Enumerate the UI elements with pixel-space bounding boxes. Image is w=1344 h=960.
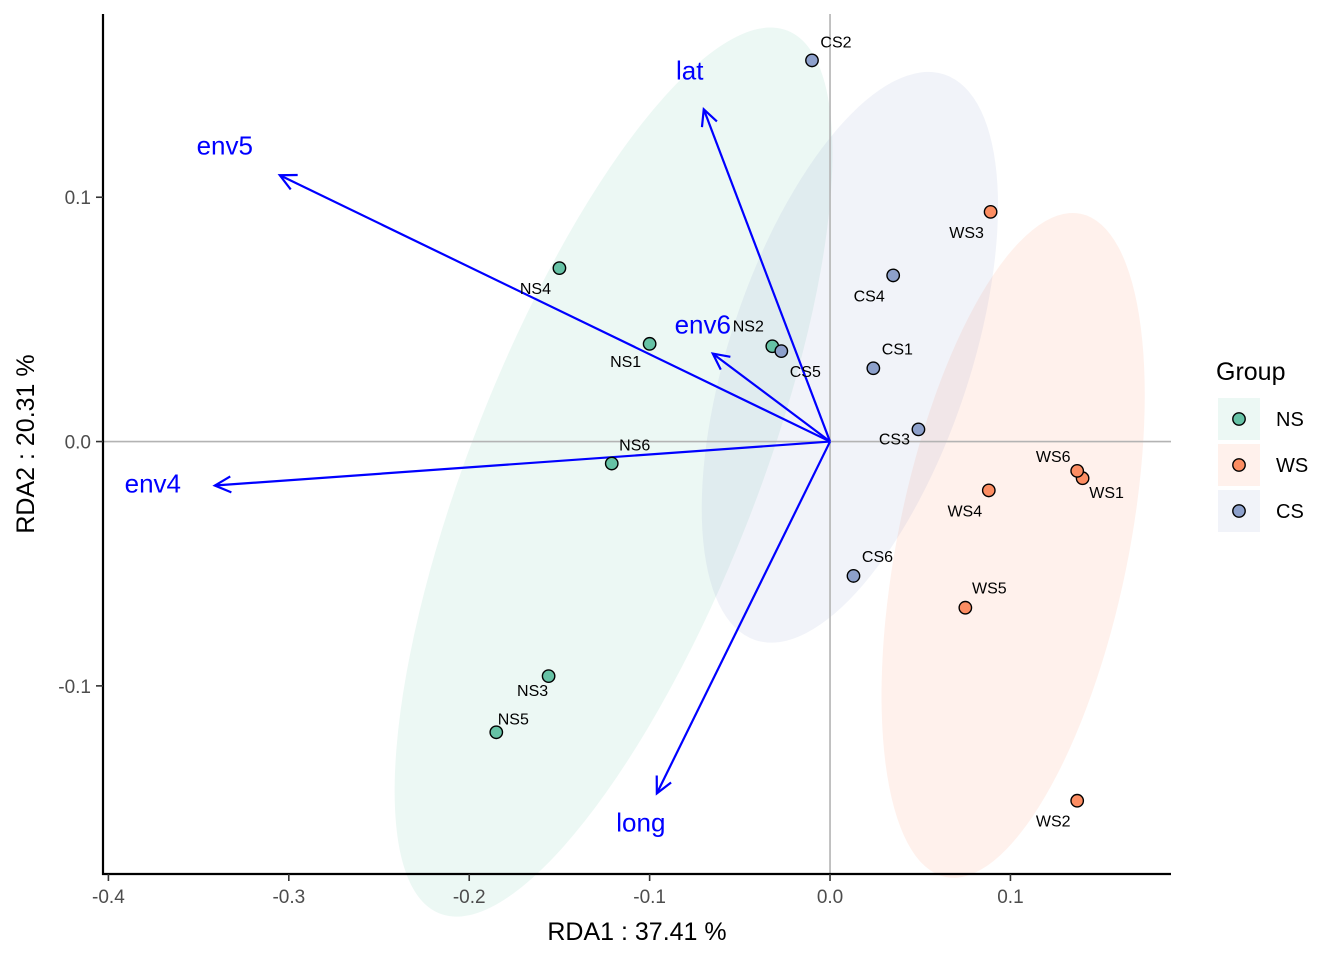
y-tick-label: 0.0 <box>65 433 91 454</box>
arrow-label-env4: env4 <box>125 469 181 499</box>
y-tick-label: -0.1 <box>58 677 91 698</box>
legend-marker-NS <box>1232 412 1246 426</box>
point-CS5 <box>774 344 789 359</box>
legend-label-WS: WS <box>1276 455 1308 477</box>
arrow-lat <box>700 106 832 442</box>
point-label-CS4: CS4 <box>854 288 885 305</box>
legend-marker-CS <box>1232 504 1246 518</box>
legend-label-CS: CS <box>1276 501 1304 523</box>
ellipse-cs <box>701 71 999 643</box>
point-CS4 <box>886 268 901 283</box>
x-tick-label: -0.2 <box>453 887 486 908</box>
point-NS4 <box>552 261 567 275</box>
group-ellipses <box>394 27 1145 917</box>
point-label-WS3: WS3 <box>949 225 984 242</box>
x-tick-label: 0.0 <box>817 887 843 908</box>
x-tick-label: -0.1 <box>633 887 666 908</box>
point-CS6 <box>846 569 861 583</box>
point-label-NS3: NS3 <box>517 683 548 700</box>
point-NS5 <box>489 725 504 740</box>
ellipse-ns <box>394 27 833 917</box>
point-WS2 <box>1070 793 1085 808</box>
point-NS3 <box>541 669 556 684</box>
point-label-NS5: NS5 <box>498 711 529 728</box>
point-label-CS1: CS1 <box>882 341 913 358</box>
point-WS5 <box>958 600 973 615</box>
point-label-CS3: CS3 <box>879 431 910 448</box>
point-label-CS5: CS5 <box>790 364 821 381</box>
point-label-WS4: WS4 <box>947 503 982 520</box>
x-axis-title: RDA1 : 37.41 % <box>547 918 726 946</box>
legend-marker-WS <box>1232 458 1246 472</box>
point-label-WS2: WS2 <box>1036 814 1071 831</box>
arrow-env4 <box>212 440 831 494</box>
point-CS2 <box>805 53 819 68</box>
legend-title: Group <box>1216 358 1285 386</box>
point-WS6 <box>1070 463 1085 478</box>
axes: -0.4 -0.3 -0.2 -0.1 0.0 0.1 -0.1 0.0 0.1 <box>58 14 1171 908</box>
point-label-CS2: CS2 <box>820 34 851 51</box>
x-tick-label: -0.3 <box>272 887 305 908</box>
point-WS4 <box>981 483 996 498</box>
point-WS3 <box>983 204 998 219</box>
point-label-WS1: WS1 <box>1089 485 1124 502</box>
y-tick-label: 0.1 <box>65 188 91 209</box>
x-tick-label: -0.4 <box>92 887 125 908</box>
point-label-WS6: WS6 <box>1036 449 1071 466</box>
x-tick-label: 0.1 <box>997 887 1023 908</box>
legend: Group NS WS CS <box>1216 358 1308 532</box>
ellipse-ws <box>881 212 1145 878</box>
arrow-long <box>655 441 832 796</box>
point-label-NS2: NS2 <box>733 318 764 335</box>
legend-label-NS: NS <box>1276 409 1304 431</box>
point-label-CS6: CS6 <box>862 549 893 566</box>
sample-points: NS1 NS2 NS3 NS4 NS5 NS6 WS1 WS2 WS3 WS4 WS5 WS6 CS1 C… <box>489 34 1124 831</box>
point-label-WS5: WS5 <box>972 581 1007 598</box>
point-label-NS1: NS1 <box>610 354 641 371</box>
point-CS3 <box>911 422 926 437</box>
point-label-NS4: NS4 <box>520 281 551 298</box>
arrow-env6 <box>710 352 831 443</box>
point-NS6 <box>604 456 619 471</box>
arrow-label-env5: env5 <box>197 130 253 160</box>
arrow-env5 <box>277 173 831 443</box>
point-CS1 <box>866 361 881 376</box>
point-NS1 <box>642 336 657 351</box>
y-axis-title: RDA2 : 20.31 % <box>12 354 40 533</box>
arrow-label-long: long <box>616 807 665 837</box>
arrow-label-lat: lat <box>676 55 704 85</box>
env-arrows: env4 env5 env6 lat long <box>125 55 832 837</box>
point-label-NS6: NS6 <box>619 438 650 455</box>
arrow-label-env6: env6 <box>675 310 731 340</box>
